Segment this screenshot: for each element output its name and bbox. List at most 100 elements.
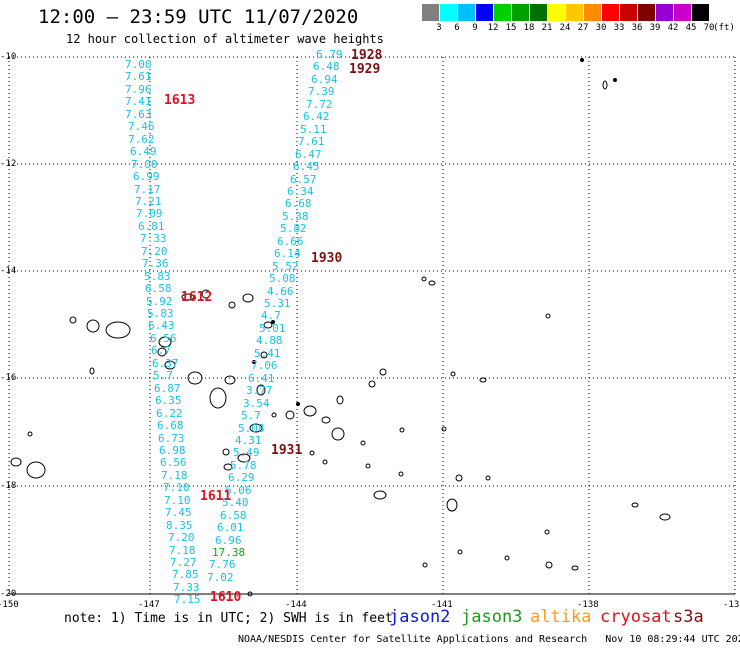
wave-height-value: 7.96 bbox=[125, 82, 152, 96]
wave-height-value: 6.68 bbox=[157, 419, 184, 433]
colorbar-label: 15 bbox=[505, 23, 517, 33]
island-outline bbox=[164, 360, 176, 370]
island-outline bbox=[336, 395, 344, 405]
wave-height-value: 6.56 bbox=[160, 456, 187, 470]
latitude-label: -20 bbox=[0, 589, 17, 599]
wave-height-value: 7.33 bbox=[140, 232, 167, 246]
wave-height-value: 6.68 bbox=[285, 197, 312, 211]
island-dot bbox=[580, 58, 584, 62]
island-outline bbox=[27, 431, 33, 437]
island-outline bbox=[659, 513, 671, 521]
island-outline bbox=[379, 368, 387, 376]
colorbar-label: 9 bbox=[472, 23, 478, 33]
longitude-label: -147 bbox=[138, 600, 160, 610]
colorbar-label: 39 bbox=[649, 23, 661, 33]
wave-height-value: 7.76 bbox=[209, 558, 236, 572]
longitude-label: -144 bbox=[285, 600, 307, 610]
island-outline bbox=[331, 427, 345, 441]
island-outline bbox=[228, 301, 236, 309]
pass-label: 1928 bbox=[351, 48, 383, 63]
wave-height-value: 6.81 bbox=[138, 219, 165, 233]
latitude-label: -10 bbox=[0, 52, 17, 62]
wave-height-value: 7.33 bbox=[173, 580, 200, 594]
wave-height-value: 6.35 bbox=[155, 394, 182, 408]
wave-height-value: 5.7 bbox=[241, 409, 261, 423]
island-outline bbox=[89, 367, 95, 375]
island-outline bbox=[455, 474, 463, 482]
colorbar-label: 36 bbox=[631, 23, 643, 33]
island-outline bbox=[157, 347, 167, 357]
wave-height-value: 7.41 bbox=[125, 95, 152, 109]
island-outline bbox=[223, 463, 233, 471]
wave-height-value: 3.77 bbox=[246, 384, 273, 398]
island-outline bbox=[545, 561, 553, 569]
island-dot bbox=[252, 360, 256, 364]
wave-height-value: 7.02 bbox=[207, 570, 234, 584]
wave-height-value: 6.87 bbox=[154, 381, 181, 395]
island-outline bbox=[368, 380, 376, 388]
island-outline bbox=[69, 316, 77, 324]
island-outline bbox=[631, 502, 639, 508]
wave-height-value: 6.29 bbox=[228, 471, 255, 485]
latitude-label: -12 bbox=[0, 159, 17, 169]
island-outline bbox=[86, 319, 100, 333]
island-outline bbox=[187, 371, 203, 385]
colorbar-swatch bbox=[584, 4, 601, 21]
island-outline bbox=[457, 549, 463, 555]
wave-height-value: 7.18 bbox=[169, 543, 196, 557]
legend-jason3: jason3 bbox=[461, 607, 523, 627]
island-outline bbox=[422, 562, 428, 568]
island-outline bbox=[247, 591, 253, 597]
wave-height-value: 6.58 bbox=[145, 282, 172, 296]
colorbar-label: 45 bbox=[685, 23, 697, 33]
pass-label: 1613 bbox=[164, 93, 196, 108]
wave-height-value: 6.98 bbox=[159, 443, 186, 457]
wave-height-value: 7.06 bbox=[251, 359, 278, 373]
colorbar-swatch bbox=[638, 4, 655, 21]
wave-height-value: 7.00 bbox=[131, 157, 158, 171]
wave-height-value: 5.83 bbox=[147, 307, 174, 320]
wave-height-value: 7.15 bbox=[174, 593, 201, 607]
island-outline bbox=[201, 289, 211, 299]
colorbar-unit: (ft) bbox=[713, 23, 735, 33]
island-outline bbox=[421, 276, 427, 282]
wave-height-value: 5.82 bbox=[280, 222, 307, 236]
legend-jason2: jason2 bbox=[389, 607, 451, 627]
island-dot bbox=[296, 402, 300, 406]
wave-height-value: 6.94 bbox=[311, 72, 338, 86]
wave-height-value: 7.63 bbox=[125, 107, 152, 121]
wave-height-value: 7.45 bbox=[165, 506, 192, 520]
island-outline bbox=[373, 490, 387, 500]
wave-height-value: 5.40 bbox=[222, 496, 249, 510]
colorbar-swatch bbox=[656, 4, 673, 21]
colorbar-swatch bbox=[422, 4, 439, 21]
wave-height-value: 5.31 bbox=[264, 297, 291, 310]
wave-height-value: 5.52 bbox=[272, 259, 299, 273]
wave-height-value: 4.31 bbox=[235, 433, 262, 447]
colorbar-label: 21 bbox=[541, 23, 553, 33]
legend-s3a: s3a bbox=[673, 607, 704, 627]
island-outline bbox=[399, 427, 405, 433]
wave-height-value: 7.10 bbox=[164, 493, 191, 507]
wave-height-value: 7.62 bbox=[128, 132, 155, 146]
wave-height-value: 6.45 bbox=[293, 160, 320, 174]
island-outline bbox=[321, 416, 331, 424]
map-title: 12:00 – 23:59 UTC 11/07/2020 bbox=[38, 6, 359, 28]
wave-height-value: 17.38 bbox=[212, 546, 246, 559]
island-outline bbox=[441, 426, 447, 432]
island-outline bbox=[249, 423, 263, 433]
wave-height-value: 5.41 bbox=[254, 346, 281, 360]
pass-label: 1929 bbox=[349, 62, 381, 77]
island-outline bbox=[263, 321, 273, 329]
colorbar-label: 70 bbox=[703, 23, 715, 33]
wave-height-value: 7.20 bbox=[168, 531, 195, 545]
credit-line: NOAA/NESDIS Center for Satellite Applica… bbox=[238, 634, 740, 645]
longitude-label: -13 bbox=[723, 600, 740, 610]
wave-height-value: 5.7 bbox=[153, 369, 173, 383]
wave-height-value: 6.99 bbox=[133, 170, 160, 184]
wave-height-value: 6.41 bbox=[248, 371, 275, 385]
colorbar-label: 3 bbox=[436, 23, 442, 33]
wave-height-value: 5.78 bbox=[230, 458, 257, 472]
island-outline bbox=[271, 412, 277, 418]
island-outline bbox=[571, 565, 579, 571]
